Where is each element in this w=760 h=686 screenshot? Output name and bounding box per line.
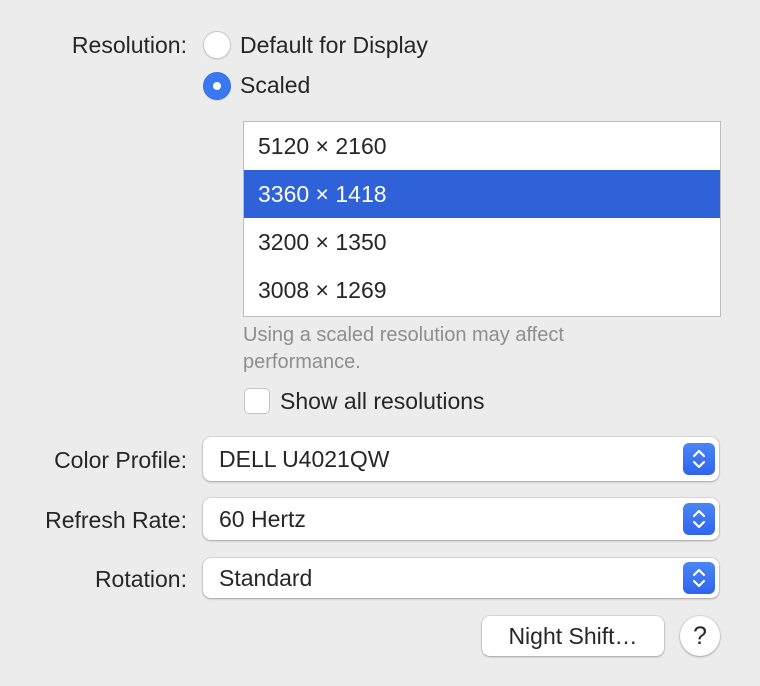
radio-default-label: Default for Display xyxy=(240,32,428,58)
radio-default-for-display[interactable] xyxy=(203,31,231,59)
show-all-resolutions-checkbox[interactable] xyxy=(244,388,270,414)
help-button[interactable]: ? xyxy=(680,616,720,656)
night-shift-button[interactable]: Night Shift… xyxy=(482,616,664,656)
list-item[interactable]: 5120 × 2160 xyxy=(258,133,387,159)
chevron-up-down-icon xyxy=(683,443,715,475)
refresh-rate-value: 60 Hertz xyxy=(219,506,306,532)
scaled-warning-note: Using a scaled resolution may affect per… xyxy=(243,324,564,373)
color-profile-value: DELL U4021QW xyxy=(219,446,390,472)
chevron-up-down-icon xyxy=(683,562,715,594)
chevron-up-down-icon xyxy=(683,503,715,535)
refresh-rate-popup[interactable]: 60 Hertz xyxy=(203,498,719,540)
resolution-label: Resolution: xyxy=(71,32,187,58)
refresh-rate-label: Refresh Rate: xyxy=(45,507,187,533)
color-profile-label: Color Profile: xyxy=(54,447,187,473)
radio-scaled[interactable] xyxy=(203,72,231,100)
rotation-label: Rotation: xyxy=(94,566,187,592)
radio-scaled-label: Scaled xyxy=(240,72,311,98)
list-item[interactable]: 3008 × 1269 xyxy=(258,277,387,303)
resolution-list[interactable]: 5120 × 2160 3360 × 1418 3200 × 1350 3008… xyxy=(243,121,721,317)
color-profile-popup[interactable]: DELL U4021QW xyxy=(203,437,719,481)
rotation-value: Standard xyxy=(219,565,313,591)
list-item-selected[interactable]: 3360 × 1418 xyxy=(244,170,720,218)
list-item[interactable]: 3200 × 1350 xyxy=(258,229,387,255)
rotation-popup[interactable]: Standard xyxy=(203,558,719,598)
show-all-resolutions-label: Show all resolutions xyxy=(280,388,485,414)
